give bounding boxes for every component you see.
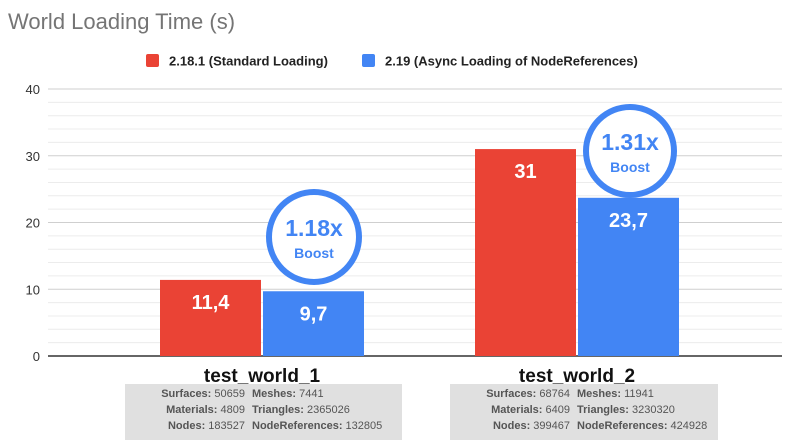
world-stat: Surfaces: 68764: [486, 388, 570, 400]
world-stat-label: Meshes:: [252, 388, 297, 400]
world-stats-box-test_world_2: Surfaces: 68764 Meshes: 11941 Materials: 6…: [450, 384, 718, 440]
bar-test_world_1-series-2: [263, 291, 364, 356]
world-stat-label: Surfaces:: [161, 388, 212, 400]
bar-test_world_2-series-1: [475, 149, 576, 356]
world-stat-value: 183527: [205, 420, 245, 432]
boost-annotation-circle: [266, 189, 362, 285]
world-stats-box-test_world_1: Surfaces: 50659 Meshes: 7441 Materials: 48…: [125, 384, 402, 440]
world-stat: NodeReferences: 132805: [252, 420, 382, 432]
legend-label-1: 2.18.1 (Standard Loading): [169, 54, 328, 69]
bar-data-label: 11,4: [192, 292, 231, 314]
world-stat: Triangles: 3230320: [577, 404, 675, 416]
world-stat-label: NodeReferences:: [252, 420, 343, 432]
world-stat-value: 7441: [296, 388, 324, 400]
world-stat-label: Triangles:: [577, 404, 629, 416]
boost-annotation-ratio: 1.31x: [601, 129, 659, 155]
boost-annotation-circle: [583, 104, 677, 198]
world-stat-label: Nodes:: [492, 420, 531, 432]
world-stat-label: Materials:: [491, 404, 543, 416]
world-stat: Meshes: 7441: [252, 388, 324, 400]
world-stat: NodeReferences: 424928: [577, 420, 707, 432]
world-stat-value: 68764: [536, 388, 570, 400]
world-stat-label: Nodes:: [167, 420, 206, 432]
world-stat: Surfaces: 50659: [161, 388, 245, 400]
world-stat-value: 4809: [217, 404, 245, 416]
world-stat-label: Surfaces:: [486, 388, 537, 400]
y-tick-label: 10: [26, 282, 40, 297]
world-stat-value: 399467: [530, 420, 570, 432]
world-stat-label: Meshes:: [577, 388, 622, 400]
y-tick-label: 20: [26, 216, 40, 231]
world-stat-value: 2365026: [303, 404, 350, 416]
y-tick-label: 40: [26, 82, 40, 97]
world-stat: Nodes: 399467: [493, 420, 570, 432]
world-stat-value: 132805: [342, 420, 383, 432]
world-stat: Meshes: 11941: [577, 388, 654, 400]
boost-annotation-text: Boost: [294, 245, 334, 261]
bar-data-label: 31: [514, 161, 536, 183]
world-stat-label: Materials:: [166, 404, 218, 416]
boost-annotation-text: Boost: [610, 159, 650, 175]
world-stat: Materials: 6409: [491, 404, 570, 416]
world-stat: Triangles: 2365026: [252, 404, 350, 416]
world-stat-value: 6409: [542, 404, 570, 416]
legend-swatch-2: [362, 54, 375, 67]
world-stat-value: 50659: [211, 388, 245, 400]
legend-swatch-1: [146, 54, 159, 67]
world-stat: Materials: 4809: [166, 404, 245, 416]
world-stat: Nodes: 183527: [168, 420, 245, 432]
y-tick-label: 0: [33, 349, 40, 364]
y-tick-label: 30: [26, 149, 40, 164]
boost-annotation-ratio: 1.18x: [285, 215, 343, 241]
bar-data-label: 9,7: [300, 303, 328, 325]
bar-data-label: 23,7: [609, 210, 648, 232]
chart-title: World Loading Time (s): [8, 9, 235, 34]
world-stat-value: 3230320: [628, 404, 675, 416]
world-stat-value: 11941: [621, 388, 654, 400]
world-stat-value: 424928: [667, 420, 708, 432]
x-tick-label: test_world_2: [519, 366, 635, 387]
bar-test_world_2-series-2: [578, 197, 679, 356]
legend-label-2: 2.19 (Async Loading of NodeReferences): [385, 54, 638, 69]
world-stat-label: Triangles:: [252, 404, 304, 416]
world-stat-label: NodeReferences:: [577, 420, 668, 432]
bar-test_world_1-series-1: [160, 279, 261, 356]
x-tick-label: test_world_1: [204, 366, 321, 387]
